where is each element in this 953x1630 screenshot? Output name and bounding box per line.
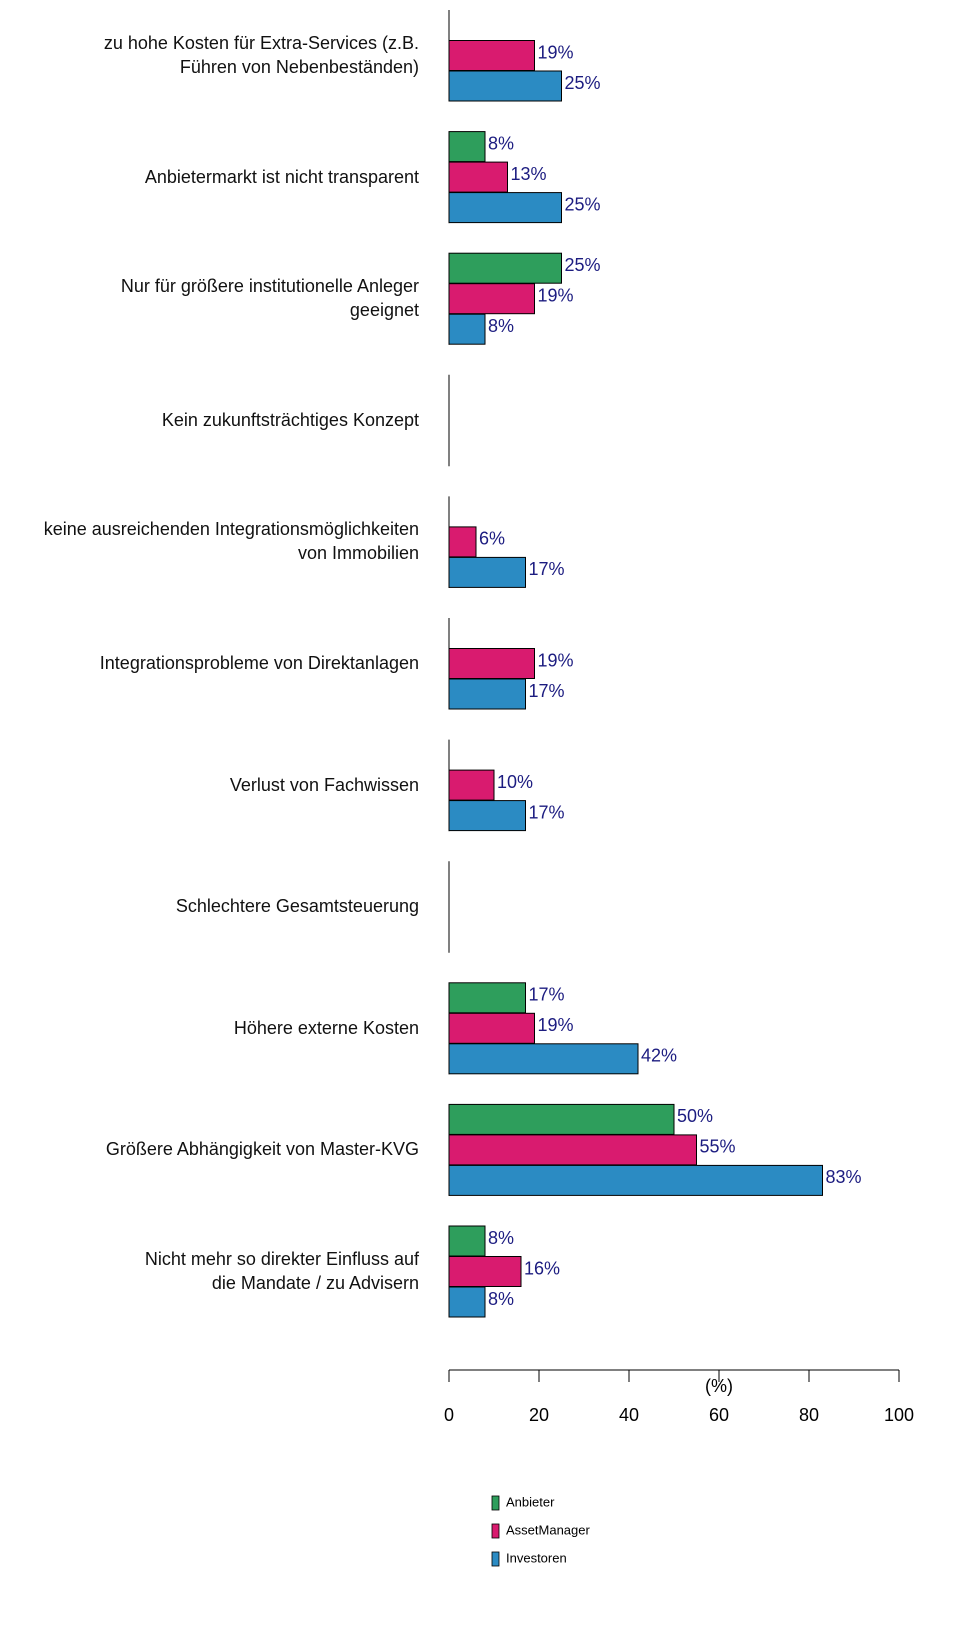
value-label: 17%	[529, 681, 565, 701]
bar	[448, 1286, 486, 1318]
value-label: 13%	[511, 164, 547, 184]
value-label: 8%	[488, 1289, 514, 1309]
x-tick-label: 0	[444, 1405, 454, 1425]
legend-label: Investoren	[506, 1550, 567, 1565]
bar	[448, 1103, 675, 1135]
value-label: 17%	[529, 985, 565, 1005]
legend-swatch	[491, 1551, 500, 1567]
value-label: 25%	[565, 255, 601, 275]
legend-swatch	[491, 1523, 500, 1539]
bar	[448, 40, 535, 71]
bar	[448, 982, 526, 1014]
x-axis-label: (%)	[705, 1376, 733, 1396]
bar	[448, 556, 526, 588]
value-label: 50%	[677, 1106, 713, 1126]
value-label: 19%	[538, 1015, 574, 1035]
value-label: 42%	[641, 1046, 677, 1066]
legend-label: Anbieter	[506, 1494, 555, 1509]
value-label: 19%	[538, 650, 574, 670]
value-label: 8%	[488, 1228, 514, 1248]
category-label: Anbietermarkt ist nicht transparent	[144, 166, 419, 187]
category-label: zu hohe Kosten für Extra-Services (z.B. …	[103, 33, 419, 77]
bar	[448, 1012, 535, 1044]
value-label: 6%	[479, 529, 505, 549]
bar	[448, 1043, 639, 1075]
value-label: 8%	[488, 133, 514, 153]
bar	[448, 1164, 823, 1196]
bar	[448, 769, 495, 801]
bar	[448, 70, 562, 102]
category-label: Verlust von Fachwissen	[229, 774, 419, 795]
bar	[448, 313, 486, 345]
category-label: Nur für größere institutionelle Anleger …	[120, 276, 419, 321]
value-label: 55%	[700, 1137, 736, 1157]
value-label: 19%	[538, 285, 574, 305]
value-label: 19%	[538, 42, 574, 62]
bar	[448, 192, 562, 224]
bar	[448, 1134, 697, 1166]
x-tick-label: 20	[529, 1405, 549, 1425]
value-label: 17%	[529, 559, 565, 579]
bar	[448, 1256, 522, 1287]
value-label: 25%	[565, 73, 601, 93]
x-tick-label: 80	[799, 1405, 819, 1425]
value-label: 25%	[565, 194, 601, 214]
category-label: keine ausreichenden Integrationsmöglichk…	[43, 519, 419, 564]
bar	[448, 283, 535, 315]
legend-swatch	[491, 1495, 500, 1511]
value-label: 83%	[826, 1167, 862, 1187]
x-tick-label: 40	[619, 1405, 639, 1425]
category-label: Integrationsprobleme von Direktanlagen	[99, 653, 419, 673]
x-tick-label: 100	[884, 1405, 914, 1425]
x-tick-label: 60	[709, 1405, 729, 1425]
value-label: 8%	[488, 316, 514, 336]
category-label: Größere Abhängigkeit von Master-KVG	[105, 1139, 419, 1160]
bar	[448, 678, 526, 710]
bar	[448, 252, 562, 284]
bar	[448, 648, 535, 679]
bar	[448, 800, 526, 832]
category-label: Kein zukunftsträchtiges Konzept	[161, 409, 419, 430]
legend-label: AssetManager	[506, 1522, 590, 1537]
value-label: 17%	[529, 802, 565, 822]
category-label: Nicht mehr so direkter Einfluss auf die …	[144, 1249, 419, 1293]
bar	[448, 131, 486, 163]
category-label: Höhere externe Kosten	[233, 1017, 419, 1038]
bar	[448, 1225, 486, 1257]
bar	[448, 161, 508, 193]
value-label: 10%	[497, 772, 533, 792]
value-label: 16%	[524, 1258, 560, 1278]
category-label: Schlechtere Gesamtsteuerung	[175, 896, 419, 917]
bar	[448, 526, 477, 558]
